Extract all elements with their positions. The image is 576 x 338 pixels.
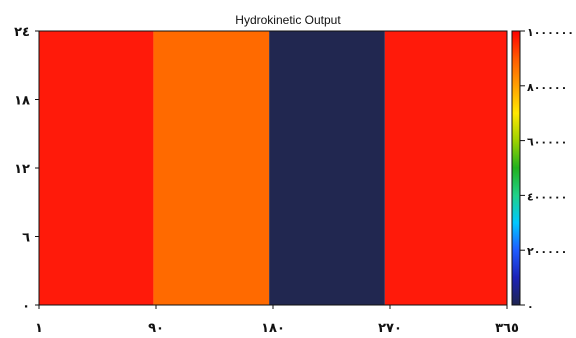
x-tick-label: ٣٦٥	[495, 321, 519, 336]
x-tick-label: ٩٠	[148, 321, 164, 336]
colorbar	[511, 30, 521, 306]
y-tick-label: ٦	[22, 231, 30, 246]
colorbar-axis: ٠ ٢٠٠٠٠٠ ٤٠٠٠٠٠ ٦٠٠٠٠٠ ٨٠٠٠٠٠ ١٠٠٠٠٠٠	[520, 26, 574, 313]
y-tick-label: ١٨	[14, 94, 30, 109]
heatmap-bands	[39, 31, 507, 305]
chart-title: Hydrokinetic Output	[235, 13, 341, 27]
y-tick-label: ٠	[22, 299, 30, 314]
colorbar-tick-label: ٤٠٠٠٠٠	[527, 190, 567, 203]
x-axis: ١ ٩٠ ١٨٠ ٢٧٠ ٣٦٥	[35, 305, 519, 336]
colorbar-tick-label: ٨٠٠٠٠٠	[527, 81, 567, 94]
colorbar-tick-label: ٠	[527, 300, 534, 313]
colorbar-tick-label: ٢٠٠٠٠٠	[527, 245, 567, 258]
x-tick-label: ٢٧٠	[378, 321, 402, 336]
heatmap-band-4	[384, 31, 507, 305]
x-tick-label: ١٨٠	[261, 321, 285, 336]
x-tick-label: ١	[35, 321, 43, 336]
y-tick-label: ١٢	[14, 162, 30, 177]
y-axis: ٠ ٦ ١٢ ١٨ ٢٤	[14, 25, 39, 314]
colorbar-tick-label: ١٠٠٠٠٠٠	[527, 26, 574, 39]
heatmap-band-1	[39, 31, 154, 305]
y-tick-label: ٢٤	[14, 25, 30, 40]
colorbar-tick-label: ٦٠٠٠٠٠	[527, 136, 567, 149]
heatmap-band-2	[153, 31, 270, 305]
heatmap-band-3	[269, 31, 385, 305]
